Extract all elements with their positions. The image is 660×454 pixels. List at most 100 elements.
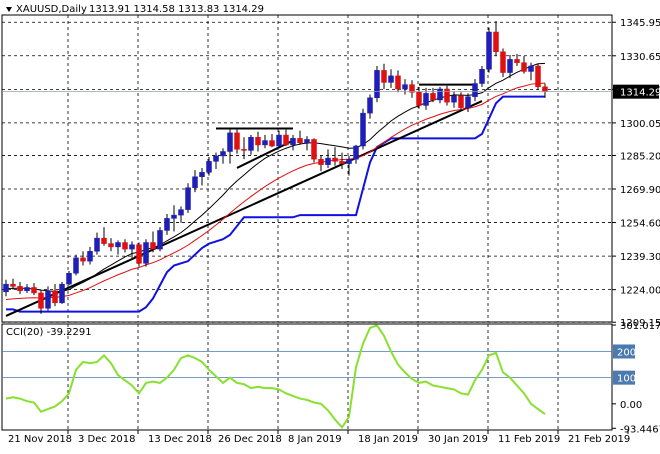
candle-body[interactable] — [59, 283, 65, 304]
candle-body[interactable] — [311, 139, 317, 160]
candle-body[interactable] — [171, 214, 177, 219]
cci-level-tag — [613, 344, 635, 359]
candle-body[interactable] — [395, 75, 401, 90]
candle-body[interactable] — [416, 92, 422, 106]
candle-body[interactable] — [535, 65, 541, 88]
candle-body[interactable] — [248, 137, 254, 151]
candle-body[interactable] — [402, 84, 408, 90]
candle-body[interactable] — [164, 218, 170, 231]
cci-label: CCI(20) -39.2291 — [6, 327, 92, 338]
candle-body[interactable] — [409, 84, 415, 93]
date-axis-label: 21 Nov 2018 — [8, 434, 72, 445]
candle-body[interactable] — [304, 139, 310, 143]
candle-body[interactable] — [17, 286, 23, 292]
candle-body[interactable] — [101, 237, 107, 244]
price-axis-label: 1345.95 — [620, 18, 660, 29]
cci-axis-label: -93.4467 — [620, 424, 660, 435]
trendline[interactable] — [5, 100, 483, 317]
candle-body[interactable] — [423, 93, 429, 106]
symbol-label: XAUUSD,Daily — [16, 4, 87, 15]
candle-body[interactable] — [381, 70, 387, 83]
candle-body[interactable] — [80, 257, 86, 262]
date-axis-label: 26 Dec 2018 — [218, 434, 282, 445]
candle-body[interactable] — [297, 138, 303, 143]
candle-body[interactable] — [94, 237, 100, 252]
candle-body[interactable] — [374, 70, 380, 99]
candle-body[interactable] — [73, 257, 79, 274]
candle-body[interactable] — [206, 161, 212, 173]
candle-body[interactable] — [213, 155, 219, 162]
envelope-low-line — [6, 95, 545, 313]
candle-body[interactable] — [507, 59, 513, 73]
price-panel[interactable] — [2, 21, 612, 317]
candle-body[interactable] — [150, 242, 156, 250]
candle-body[interactable] — [367, 97, 373, 114]
candle-body[interactable] — [31, 287, 37, 294]
candle-body[interactable] — [143, 242, 149, 264]
candle-body[interactable] — [262, 140, 268, 146]
candle-body[interactable] — [325, 157, 331, 165]
candle-body[interactable] — [283, 134, 289, 146]
ma-slow-line — [5, 82, 546, 301]
candle-body[interactable] — [3, 283, 9, 293]
candle-body[interactable] — [493, 31, 499, 52]
candle-body[interactable] — [318, 158, 324, 165]
candle-body[interactable] — [227, 132, 233, 152]
chevron-down-icon[interactable] — [6, 7, 12, 12]
candle-body[interactable] — [430, 93, 436, 101]
price-axis-label: 1269.90 — [620, 185, 660, 196]
candle-body[interactable] — [136, 244, 142, 264]
candle-body[interactable] — [185, 187, 191, 210]
candle-body[interactable] — [276, 134, 282, 147]
candle-body[interactable] — [514, 59, 520, 63]
candle-body[interactable] — [479, 69, 485, 84]
candle-body[interactable] — [528, 65, 534, 72]
candle-body[interactable] — [129, 244, 135, 250]
candle-body[interactable] — [458, 95, 464, 108]
candle-body[interactable] — [269, 140, 275, 147]
candle-body[interactable] — [192, 176, 198, 188]
candle-body[interactable] — [332, 157, 338, 162]
candle-body[interactable] — [241, 149, 247, 151]
candle-body[interactable] — [465, 96, 471, 108]
candle-body[interactable] — [388, 75, 394, 83]
candle-body[interactable] — [339, 161, 345, 164]
candle-body[interactable] — [472, 83, 478, 97]
candle-body[interactable] — [38, 292, 44, 309]
candle-body[interactable] — [52, 290, 58, 304]
cci-panel-frame — [1, 323, 613, 431]
candle-body[interactable] — [66, 272, 72, 285]
cci-axis-label: 301.017 — [620, 321, 660, 332]
cci-axis-label: 100 — [617, 374, 636, 385]
candle-body[interactable] — [353, 145, 359, 160]
candle-body[interactable] — [486, 31, 492, 70]
candle-body[interactable] — [290, 138, 296, 146]
candle-body[interactable] — [451, 95, 457, 103]
price-axis-label: 1330.65 — [620, 52, 660, 63]
candle-body[interactable] — [521, 62, 527, 72]
cci-panel[interactable] — [2, 324, 612, 430]
candle-body[interactable] — [24, 287, 30, 292]
candle-body[interactable] — [178, 209, 184, 216]
price-axis-label: 1254.60 — [620, 219, 660, 230]
candle-body[interactable] — [437, 88, 443, 101]
date-axis-label: 13 Dec 2018 — [148, 434, 212, 445]
candle-body[interactable] — [45, 290, 51, 309]
candle-body[interactable] — [157, 230, 163, 250]
candle-body[interactable] — [542, 86, 548, 92]
candle-body[interactable] — [87, 251, 93, 262]
candle-body[interactable] — [115, 242, 121, 248]
candle-body[interactable] — [255, 137, 261, 146]
candle-body[interactable] — [10, 283, 16, 287]
candle-body[interactable] — [444, 88, 450, 103]
candle-body[interactable] — [346, 158, 352, 164]
candle-body[interactable] — [360, 112, 366, 147]
candle-body[interactable] — [199, 172, 205, 177]
candle-body[interactable] — [108, 243, 114, 248]
candle-body[interactable] — [122, 242, 128, 250]
candle-body[interactable] — [220, 151, 226, 157]
candle-body[interactable] — [234, 132, 240, 150]
candle-body[interactable] — [500, 51, 506, 73]
